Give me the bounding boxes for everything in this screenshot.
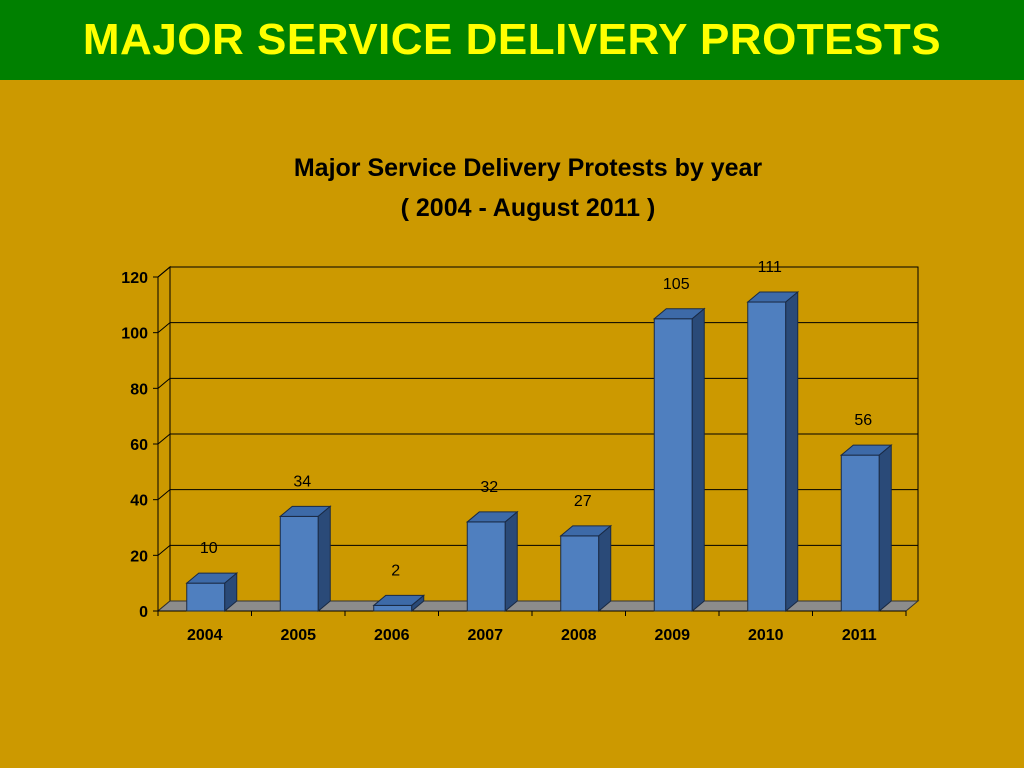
data-label: 27 (574, 493, 592, 510)
bar-front (653, 318, 693, 612)
gridline-depth (157, 544, 171, 556)
bar-side (411, 594, 425, 613)
x-tick-label: 2011 (842, 627, 877, 644)
y-tick-label: 40 (130, 493, 148, 510)
data-label: 2 (391, 562, 400, 579)
bar-front (840, 454, 880, 612)
chart-subtitle: ( 2004 - August 2011 ) (400, 194, 656, 222)
title-banner: MAJOR SERVICE DELIVERY PROTESTS (0, 0, 1024, 80)
bar-side (224, 572, 238, 613)
x-tick-label: 2006 (374, 627, 410, 644)
gridline-depth (157, 266, 171, 278)
data-label: 10 (200, 540, 218, 557)
bar-side (317, 505, 331, 613)
bar-front (560, 535, 600, 612)
bar-front (373, 604, 413, 612)
data-label: 111 (758, 259, 782, 276)
x-tick-label: 2008 (561, 627, 597, 644)
bar-side (598, 524, 612, 613)
bar (839, 444, 893, 613)
page-title: MAJOR SERVICE DELIVERY PROTESTS (82, 15, 942, 64)
bar-side (691, 307, 705, 613)
bar (746, 290, 800, 613)
gridline-depth (157, 322, 171, 334)
y-tick-label: 120 (121, 270, 148, 287)
gridline-depth (157, 377, 171, 389)
gridline-depth (157, 433, 171, 445)
x-tick-label: 2005 (280, 627, 316, 644)
data-label: 34 (293, 473, 311, 490)
bar (652, 307, 706, 613)
x-tick-label: 2007 (467, 627, 503, 644)
x-tick-label: 2004 (187, 627, 223, 644)
data-label: 105 (663, 276, 690, 293)
bar-front (186, 582, 226, 612)
bar-side (504, 510, 518, 613)
y-tick-label: 60 (130, 437, 148, 454)
bar (465, 510, 519, 613)
y-tick-label: 100 (121, 326, 148, 343)
bar-front (747, 301, 787, 612)
bar-side (785, 290, 799, 613)
plot-floor (156, 600, 920, 612)
data-label: 56 (854, 412, 872, 429)
chart-title: Major Service Delivery Protests by year (293, 154, 763, 182)
bar-side (878, 444, 892, 613)
bar (278, 505, 332, 613)
bar (185, 572, 239, 613)
bar-front (466, 521, 506, 612)
gridline-depth (157, 489, 171, 501)
y-tick-label: 0 (139, 604, 148, 621)
x-tick-label: 2010 (748, 627, 784, 644)
x-tick-label: 2009 (654, 627, 690, 644)
bar (559, 524, 613, 613)
data-label: 32 (480, 479, 498, 496)
bar (372, 594, 426, 613)
y-tick-label: 20 (130, 548, 148, 565)
bar-front (279, 515, 319, 612)
y-tick-label: 80 (130, 381, 148, 398)
